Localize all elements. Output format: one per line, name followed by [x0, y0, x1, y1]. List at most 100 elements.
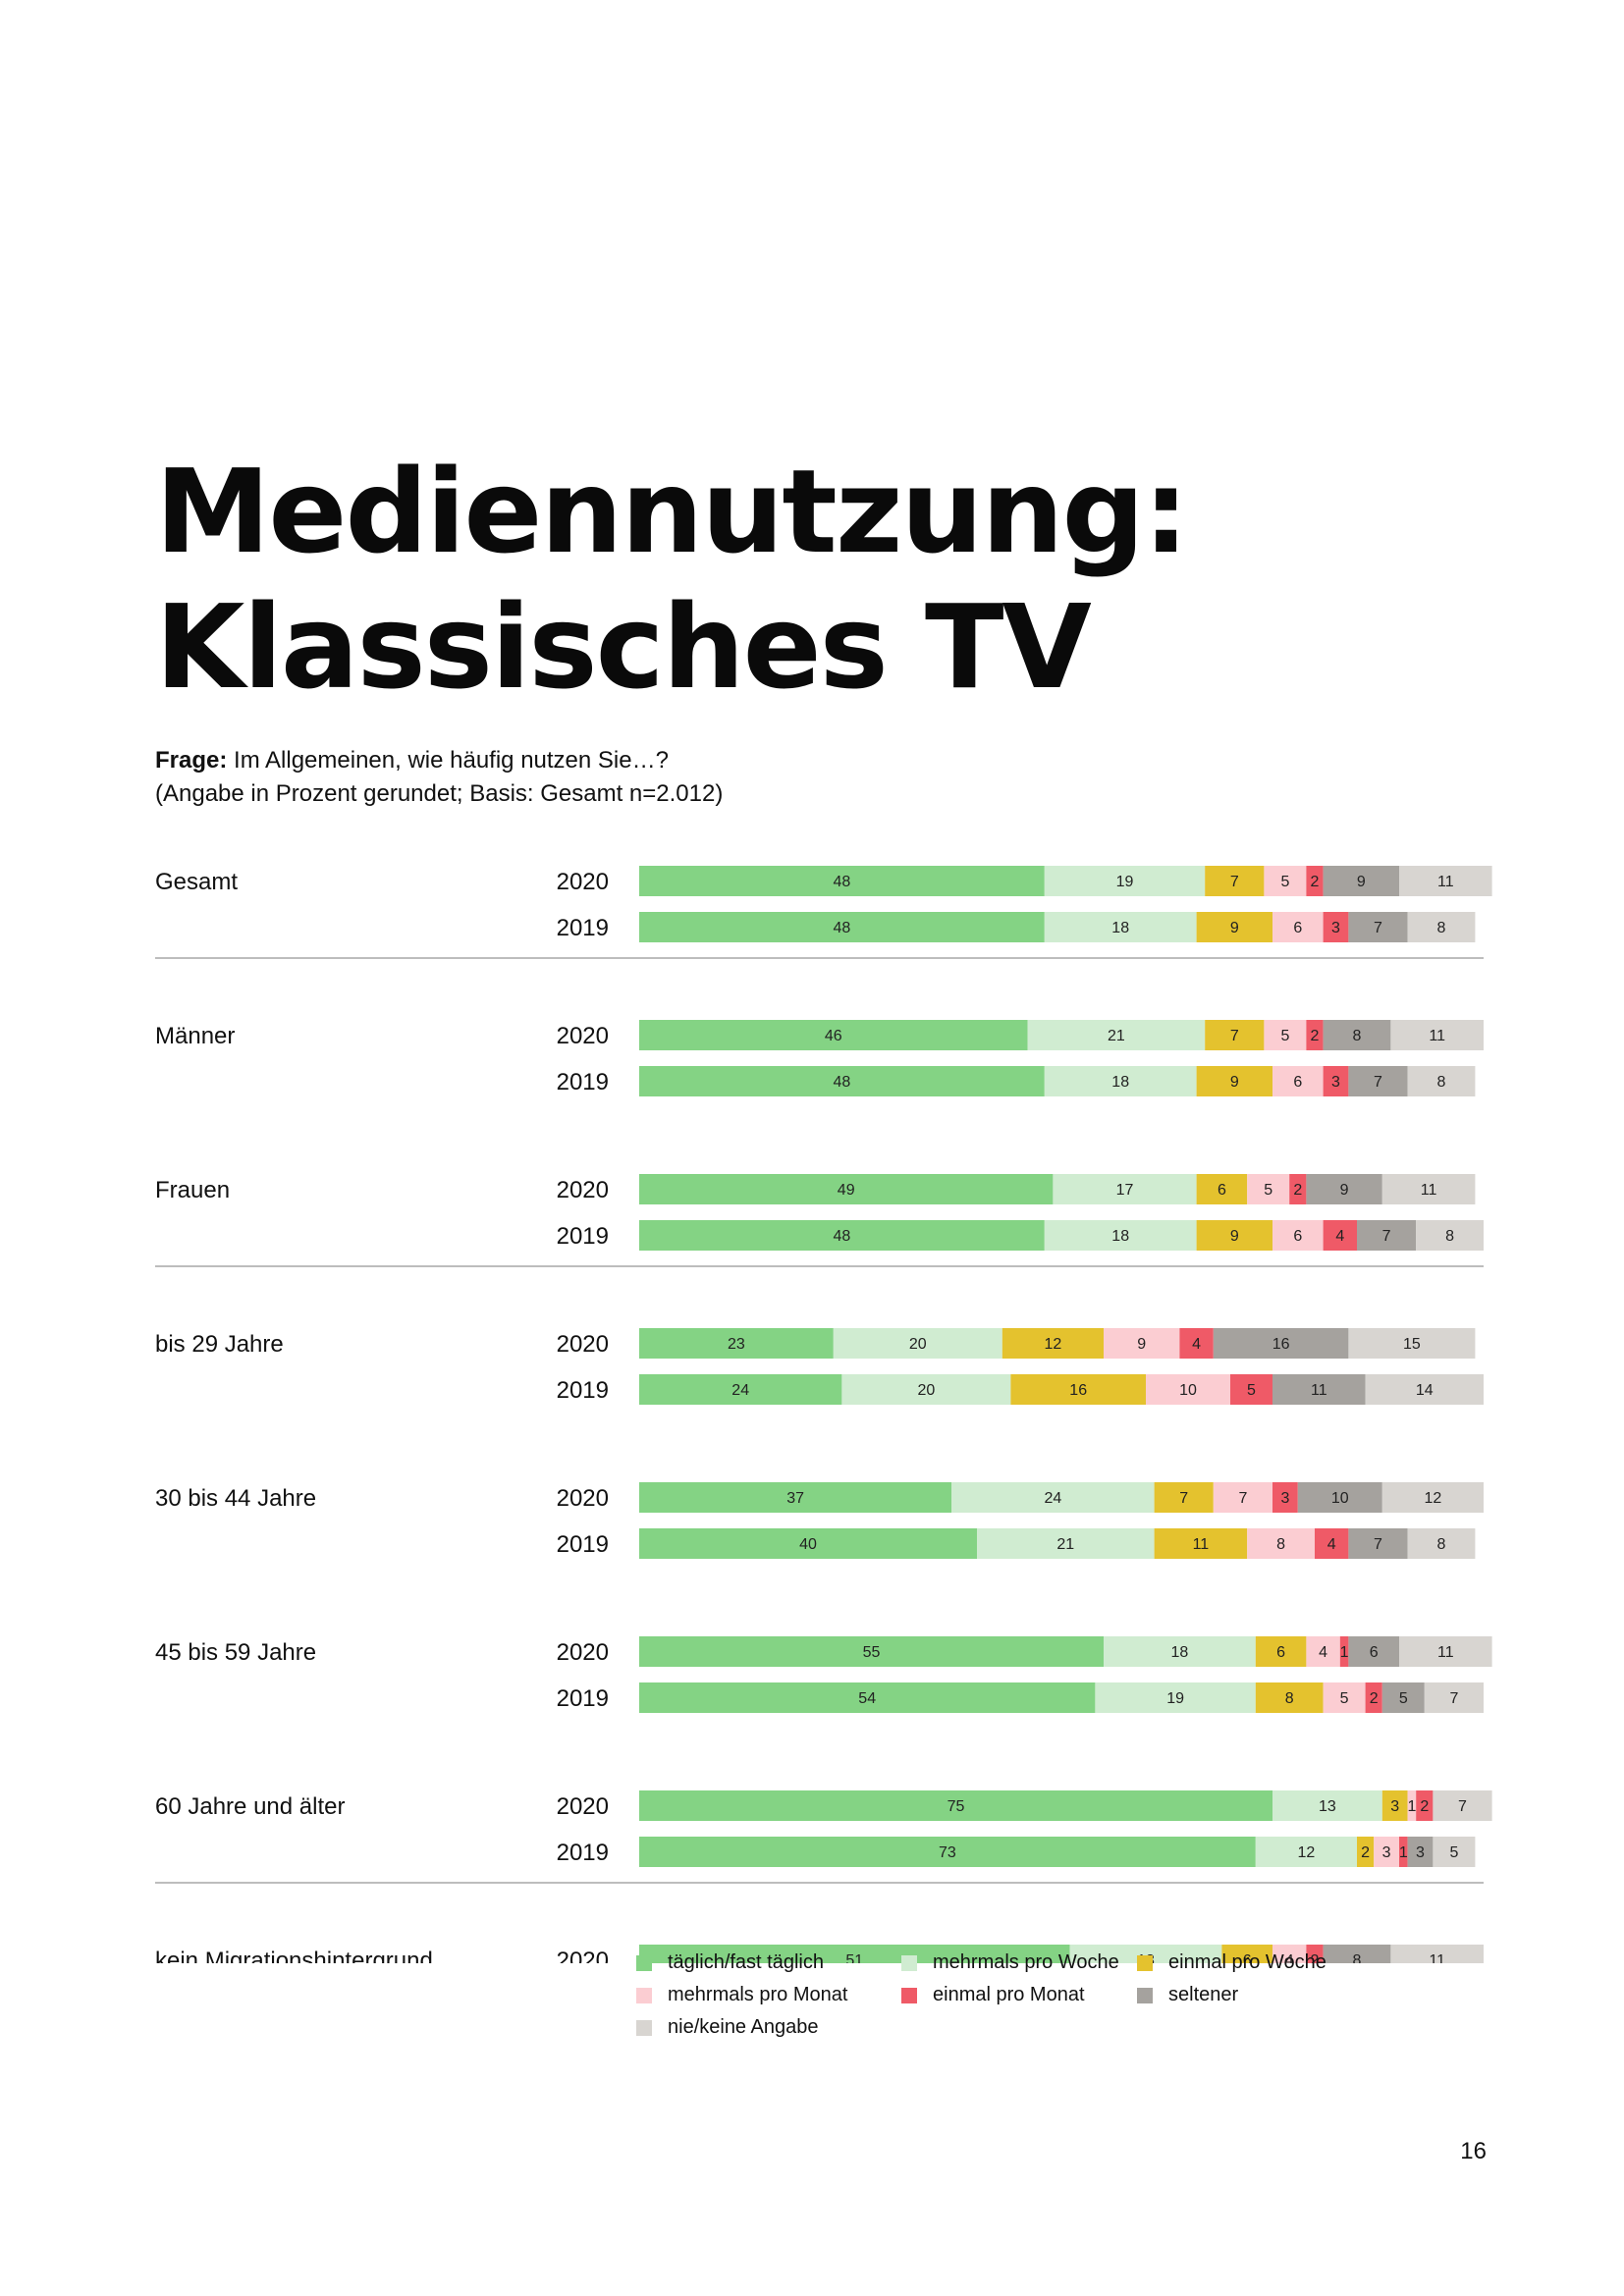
data-label: 3 [1280, 1490, 1289, 1507]
data-label: 6 [1243, 1952, 1252, 1963]
group-label: kein Migrationshintergrund [155, 1948, 433, 1963]
group-label: 45 bis 59 Jahre [155, 1639, 316, 1666]
data-label: 37 [786, 1490, 804, 1507]
legend-item: mehrmals pro Monat [636, 1984, 901, 2006]
title-line-2: Klassisches TV [155, 579, 1092, 715]
bar-segment [1264, 1020, 1307, 1050]
legend-item: einmal pro Monat [901, 1984, 1137, 2006]
bar-segment [1416, 1790, 1434, 1821]
bar-segment [639, 1328, 834, 1359]
bar-segment [1306, 1020, 1324, 1050]
legend-item: seltener [1137, 1984, 1432, 2006]
bar-segment [1323, 912, 1349, 942]
bar-segment [1365, 1374, 1484, 1405]
data-label: 21 [1056, 1536, 1074, 1553]
data-label: 7 [1374, 1074, 1382, 1091]
data-label: 18 [1111, 920, 1129, 936]
legend-swatch [636, 1987, 652, 2003]
group-label: Gesamt [155, 869, 238, 895]
bar-segment [1381, 1790, 1408, 1821]
bar-segment [1154, 1528, 1248, 1559]
bar-segment [639, 1066, 1045, 1096]
year-label: 2020 [557, 1948, 609, 1963]
data-label: 48 [834, 874, 851, 890]
group-label: Frauen [155, 1177, 230, 1203]
bar-segment [1230, 1374, 1272, 1405]
group-label: 60 Jahre und älter [155, 1793, 345, 1820]
bar-segment [1407, 1528, 1476, 1559]
bar-segment [1010, 1374, 1146, 1405]
question-text: Im Allgemeinen, wie häufig nutzen Sie…? [227, 747, 669, 774]
bar-segment [1306, 1636, 1340, 1667]
data-label: 24 [1045, 1490, 1062, 1507]
year-label: 2020 [557, 1793, 609, 1820]
data-label: 7 [1458, 1798, 1467, 1815]
bar-segment [1205, 866, 1265, 896]
data-label: 5 [1280, 1028, 1289, 1044]
bar-segment [1196, 1174, 1248, 1204]
bar-segment [1381, 1174, 1476, 1204]
data-label: 2 [1370, 1690, 1379, 1707]
bar-segment [1104, 1636, 1256, 1667]
bar-segment [1381, 1482, 1484, 1513]
bar-segment [1272, 1374, 1366, 1405]
data-label: 46 [825, 1028, 842, 1044]
data-label: 3 [1382, 1844, 1391, 1861]
data-label: 17 [1116, 1182, 1134, 1199]
data-label: 20 [918, 1382, 936, 1399]
bar-segment [1297, 1482, 1382, 1513]
data-label: 7 [1374, 920, 1382, 936]
data-label: 4 [1327, 1536, 1336, 1553]
data-label: 2 [1420, 1798, 1429, 1815]
bar-segment [1272, 1482, 1298, 1513]
data-label: 12 [1425, 1490, 1442, 1507]
data-label: 21 [1108, 1028, 1125, 1044]
data-label: 6 [1218, 1182, 1226, 1199]
legend-label: mehrmals pro Woche [933, 1951, 1119, 1973]
bar-segment [841, 1374, 1011, 1405]
bar-segment [1196, 1066, 1272, 1096]
data-label: 75 [947, 1798, 965, 1815]
bar-segment [1255, 1636, 1307, 1667]
bar-segment [1348, 1528, 1408, 1559]
bar-segment [1365, 1682, 1382, 1713]
legend-label: täglich/fast täglich [668, 1951, 824, 1973]
bar-segment [1433, 1790, 1492, 1821]
data-label: 9 [1230, 1074, 1239, 1091]
data-label: 7 [1230, 1028, 1239, 1044]
data-label: 11 [1311, 1382, 1327, 1399]
data-label: 16 [1272, 1336, 1290, 1353]
data-label: 11 [1421, 1182, 1437, 1199]
data-label: 7 [1238, 1490, 1247, 1507]
legend-item: nie/keine Angabe [636, 2016, 901, 2039]
bar-segment [639, 1020, 1028, 1050]
bar-segment [1357, 1220, 1417, 1251]
bar-segment [1104, 1328, 1180, 1359]
bar-segment [1323, 1220, 1357, 1251]
data-label: 18 [1111, 1228, 1129, 1245]
bar-segment [1044, 866, 1206, 896]
data-label: 11 [1193, 1536, 1210, 1553]
data-label: 9 [1230, 920, 1239, 936]
year-label: 2019 [557, 1685, 609, 1712]
year-label: 2020 [557, 1639, 609, 1666]
bar-segment [1433, 1837, 1476, 1867]
data-label: 4 [1285, 1952, 1294, 1963]
data-label: 4 [1335, 1228, 1344, 1245]
bar-segment [1044, 1066, 1197, 1096]
bar-segment [1213, 1482, 1272, 1513]
data-label: 48 [834, 1228, 851, 1245]
data-label: 6 [1293, 1074, 1302, 1091]
data-label: 13 [1319, 1798, 1336, 1815]
bar-segment [1306, 1174, 1382, 1204]
data-label: 8 [1445, 1228, 1454, 1245]
data-label: 9 [1137, 1336, 1146, 1353]
data-label: 5 [1340, 1690, 1349, 1707]
data-label: 4 [1192, 1336, 1201, 1353]
bar-segment [1146, 1374, 1230, 1405]
bar-segment [1399, 1837, 1408, 1867]
data-label: 5 [1247, 1382, 1256, 1399]
data-label: 5 [1399, 1690, 1408, 1707]
year-label: 2020 [557, 1177, 609, 1203]
bar-segment [833, 1328, 1002, 1359]
